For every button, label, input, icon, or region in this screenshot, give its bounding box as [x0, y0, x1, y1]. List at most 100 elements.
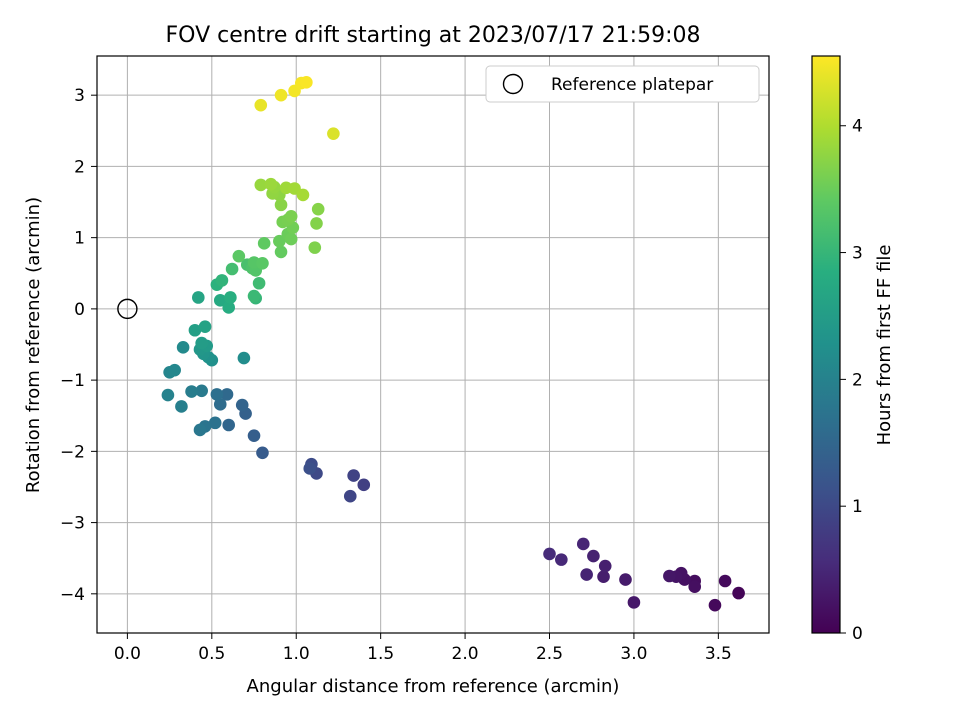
data-point	[237, 351, 251, 365]
data-point	[225, 262, 239, 276]
data-point	[254, 178, 268, 192]
x-tick-label: 3.5	[705, 644, 732, 664]
x-ticks: 0.0 0.5 1.0 1.5 2.0 2.5 3.0 3.5	[114, 633, 732, 664]
data-point	[296, 188, 310, 202]
legend: Reference platepar	[485, 65, 760, 103]
data-point	[273, 234, 286, 248]
data-point	[235, 398, 249, 412]
data-point	[597, 570, 610, 584]
data-point	[220, 388, 234, 401]
data-point	[576, 537, 590, 551]
data-point	[343, 489, 357, 503]
y-tick-label: 3	[74, 86, 85, 106]
data-point	[274, 198, 288, 212]
data-point	[598, 559, 612, 573]
x-tick-label: 2.5	[536, 644, 563, 664]
data-point	[310, 217, 323, 230]
data-point	[175, 400, 188, 413]
colorbar: 0 1 2 3 4 Hours from first FF file	[811, 55, 895, 644]
colorbar-tick-label: 2	[852, 370, 863, 390]
colorbar-tick-label: 4	[852, 117, 863, 137]
data-point	[327, 127, 340, 140]
x-tick-label: 0.5	[198, 644, 225, 664]
data-point	[257, 237, 271, 250]
data-point	[688, 580, 702, 593]
y-tick-label: −2	[60, 442, 85, 462]
data-point	[210, 388, 224, 401]
data-point	[274, 245, 288, 259]
data-point	[198, 320, 212, 333]
data-point	[300, 76, 313, 89]
data-point	[347, 469, 360, 482]
data-point	[252, 276, 266, 290]
scatter-points	[161, 76, 745, 612]
data-point	[543, 547, 556, 561]
data-point	[224, 291, 237, 304]
y-tick-label: −3	[60, 514, 85, 534]
colorbar-label: Hours from first FF file	[874, 245, 895, 446]
data-point	[215, 274, 229, 287]
data-point	[587, 549, 600, 563]
data-point	[555, 553, 568, 566]
data-point	[274, 88, 288, 102]
data-point	[308, 241, 322, 254]
data-point	[708, 598, 722, 612]
data-point	[188, 323, 202, 337]
data-point	[284, 209, 298, 223]
chart-title: FOV centre drift starting at 2023/07/17 …	[166, 23, 701, 48]
y-axis-label: Rotation from reference (arcmin)	[23, 197, 44, 493]
x-tick-label: 1.5	[367, 644, 394, 664]
data-point	[619, 573, 632, 586]
data-point	[357, 478, 371, 492]
data-point	[208, 416, 222, 430]
data-point	[195, 384, 208, 398]
data-point	[311, 202, 325, 216]
data-point	[168, 363, 181, 377]
data-point	[718, 574, 732, 588]
data-point	[732, 586, 745, 600]
data-point	[264, 177, 278, 191]
y-tick-label: −4	[60, 585, 85, 605]
data-point	[213, 398, 227, 411]
data-point	[213, 294, 227, 307]
data-point	[232, 249, 246, 263]
data-point	[247, 289, 261, 303]
data-point	[663, 569, 676, 583]
colorbar-gradient	[811, 55, 841, 634]
data-point	[161, 388, 175, 402]
data-point	[195, 336, 208, 350]
legend-box	[485, 65, 760, 103]
data-point	[222, 418, 235, 432]
colorbar-tick-label: 1	[852, 497, 863, 517]
x-axis-label: Angular distance from reference (arcmin)	[247, 676, 620, 697]
colorbar-tick-label: 3	[852, 244, 863, 264]
y-tick-label: 1	[74, 229, 85, 249]
data-point	[580, 568, 593, 581]
data-point	[193, 423, 207, 437]
x-tick-label: 0.0	[114, 644, 141, 664]
y-ticks: −4 −3 −2 −1 0 1 2 3	[60, 86, 97, 605]
data-point	[256, 446, 269, 460]
x-tick-label: 3.0	[620, 644, 647, 664]
data-point	[176, 341, 190, 354]
data-point	[185, 385, 198, 398]
y-tick-label: 2	[74, 157, 85, 177]
reference-platepar-marker	[117, 298, 138, 320]
data-point	[247, 429, 261, 442]
grid	[97, 56, 769, 633]
x-tick-label: 2.0	[452, 644, 479, 664]
y-tick-label: 0	[74, 300, 85, 320]
data-point	[303, 462, 317, 475]
colorbar-ticks: 0 1 2 3 4	[840, 117, 863, 644]
data-point	[192, 291, 205, 304]
data-point	[254, 98, 268, 112]
x-tick-label: 1.0	[283, 644, 310, 664]
data-point	[222, 301, 235, 314]
y-tick-label: −1	[60, 371, 85, 391]
plot-area	[96, 55, 770, 634]
data-point	[284, 232, 298, 246]
legend-marker-reference-platepar	[502, 73, 524, 95]
colorbar-tick-label: 0	[852, 624, 863, 644]
legend-entry-reference-platepar: Reference platepar	[551, 75, 713, 95]
